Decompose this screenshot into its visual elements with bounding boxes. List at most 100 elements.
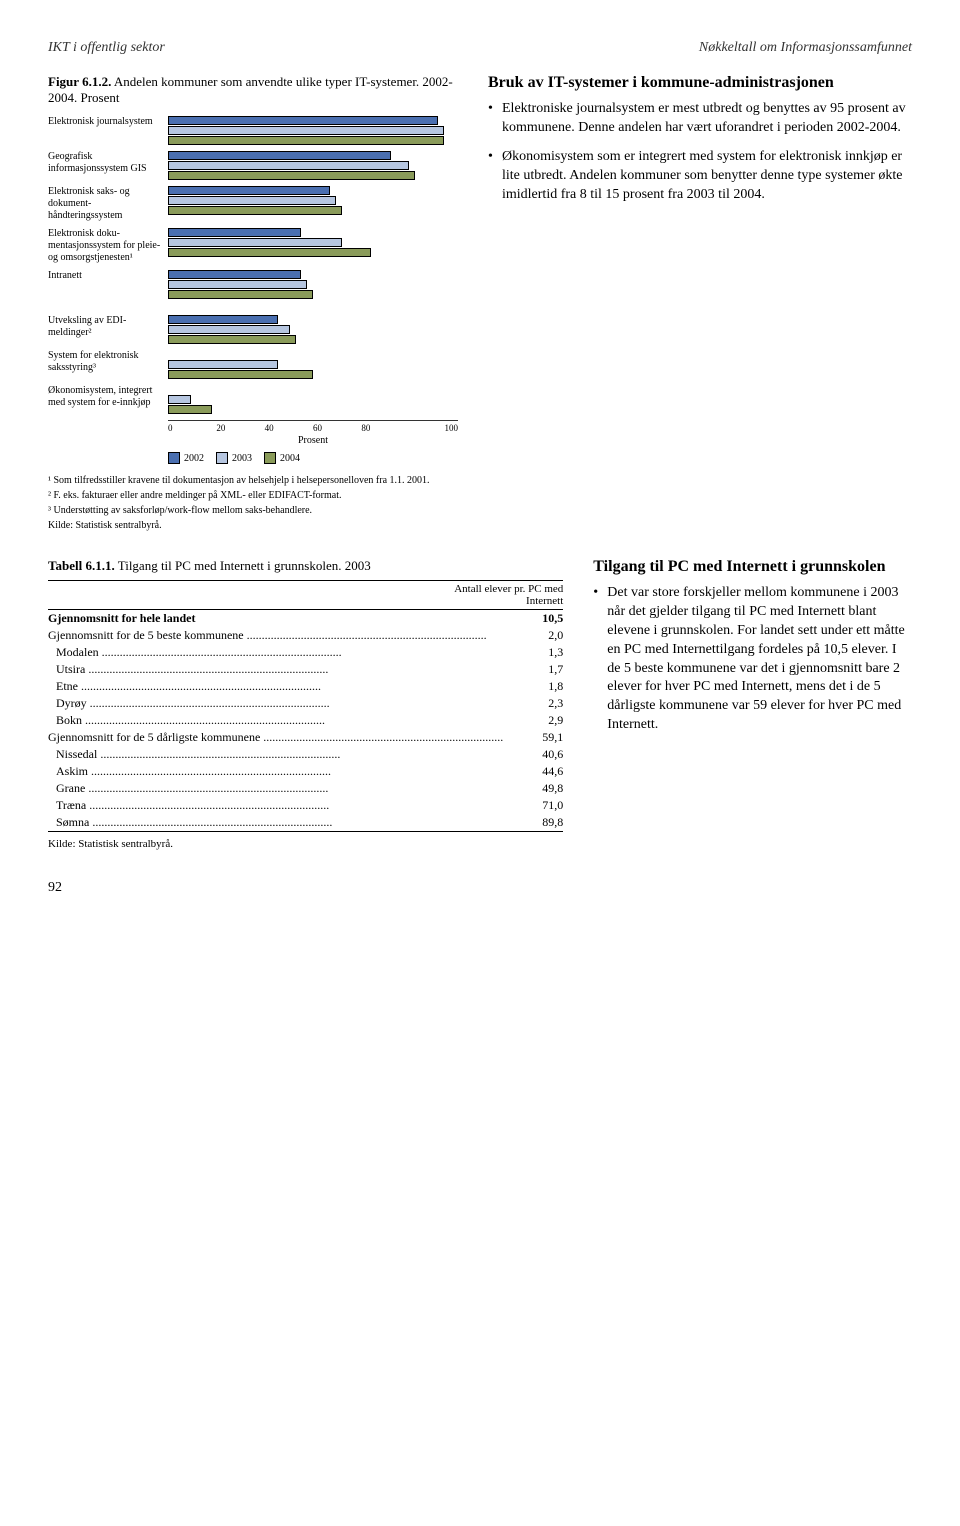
table-row-value: 1,7	[503, 662, 563, 677]
table-col-header: Antall elever pr. PC med Internett	[423, 583, 563, 607]
table-row-label: Modalen ................................…	[48, 645, 503, 660]
table-row-value: 40,6	[503, 747, 563, 762]
right-lower-title: Tilgang til PC med Internett i grunnskol…	[593, 558, 912, 576]
table-title-text: Tilgang til PC med Internett i grunnskol…	[118, 558, 371, 573]
chart-bar	[168, 126, 444, 135]
chart-bar	[168, 405, 212, 414]
table-row: Træna ..................................…	[48, 797, 563, 814]
chart-category-label: Geografisk informasjonssystem GIS	[48, 151, 168, 175]
figure-title-label: Figur 6.1.2.	[48, 74, 111, 89]
legend-label: 2004	[280, 453, 300, 464]
chart-bar	[168, 315, 278, 324]
table-row-value: 71,0	[503, 798, 563, 813]
right-upper-title: Bruk av IT-systemer i kommune-administra…	[488, 74, 912, 92]
axis-tick: 100	[410, 423, 458, 433]
table-row: Nissedal ...............................…	[48, 746, 563, 763]
table-row-label: Bokn ...................................…	[48, 713, 503, 728]
table-row-value: 2,3	[503, 696, 563, 711]
table-row: Sømna ..................................…	[48, 814, 563, 831]
chart-bar	[168, 370, 313, 379]
right-upper-bullets: Elektroniske journalsystem er mest utbre…	[488, 100, 912, 204]
table-row: Etne ...................................…	[48, 678, 563, 695]
bullet-item: Det var store forskjeller mellom kommune…	[593, 584, 912, 735]
table-row-label: Gjennomsnitt for de 5 dårligste kommunen…	[48, 730, 503, 745]
table-row-value: 2,0	[503, 628, 563, 643]
table-title: Tabell 6.1.1. Tilgang til PC med Interne…	[48, 558, 563, 574]
table-row: Bokn ...................................…	[48, 712, 563, 729]
table-row-value: 1,8	[503, 679, 563, 694]
legend-label: 2003	[232, 453, 252, 464]
table-row: Askim ..................................…	[48, 763, 563, 780]
chart-category-label: Elektronisk journalsystem	[48, 116, 168, 128]
axis-tick: 80	[361, 423, 409, 433]
legend-item: 2002	[168, 452, 204, 464]
chart-bar	[168, 280, 307, 289]
table-row-value: 89,8	[503, 815, 563, 830]
table-row: Dyrøy ..................................…	[48, 695, 563, 712]
footnote: ³ Understøtting av saksforløp/work-flow …	[48, 504, 458, 517]
chart-category-label: System for elektronisk saksstyring³	[48, 350, 168, 374]
footnote: Kilde: Statistisk sentralbyrå.	[48, 519, 458, 532]
table-row-value: 44,6	[503, 764, 563, 779]
table-row-label: Utsira .................................…	[48, 662, 503, 677]
chart-bar	[168, 161, 409, 170]
table-title-label: Tabell 6.1.1.	[48, 558, 115, 573]
legend-item: 2003	[216, 452, 252, 464]
chart-category-label: Intranett	[48, 270, 168, 282]
chart-bar	[168, 335, 296, 344]
x-axis-label: Prosent	[168, 435, 458, 446]
chart-bar	[168, 136, 444, 145]
chart-bar	[168, 116, 438, 125]
chart-bar	[168, 325, 290, 334]
figure-title: Figur 6.1.2. Andelen kommuner som anvend…	[48, 74, 458, 106]
table-row-label: Sømna ..................................…	[48, 815, 503, 830]
axis-tick: 60	[313, 423, 361, 433]
table-row-value: 2,9	[503, 713, 563, 728]
figure-footnotes: ¹ Som tilfredsstiller kravene til dokume…	[48, 474, 458, 532]
bullet-item: Elektroniske journalsystem er mest utbre…	[488, 100, 912, 138]
chart-category-label: Elektronisk doku-mentasjonssystem for pl…	[48, 228, 168, 264]
legend-swatch	[216, 452, 228, 464]
page-number: 92	[48, 880, 912, 896]
table-row-label: Askim ..................................…	[48, 764, 503, 779]
table-row: Modalen ................................…	[48, 644, 563, 661]
header-left: IKT i offentlig sektor	[48, 40, 165, 56]
chart-bar	[168, 206, 342, 215]
table-row-value: 1,3	[503, 645, 563, 660]
table-row-label: Etne ...................................…	[48, 679, 503, 694]
table-row-label: Træna ..................................…	[48, 798, 503, 813]
axis-tick: 20	[216, 423, 264, 433]
chart-category-label: Utveksling av EDI-meldinger²	[48, 315, 168, 339]
header-right: Nøkkeltall om Informasjonssamfunnet	[699, 40, 912, 56]
table-row: Gjennomsnitt for de 5 dårligste kommunen…	[48, 729, 563, 746]
chart-bar	[168, 290, 313, 299]
footnote: ² F. eks. fakturaer eller andre meldinge…	[48, 489, 458, 502]
chart-bar	[168, 171, 415, 180]
table-row-value: 49,8	[503, 781, 563, 796]
x-axis: 020406080100	[168, 420, 458, 433]
table-row: Utsira .................................…	[48, 661, 563, 678]
chart-bar	[168, 196, 336, 205]
chart-category-label: Elektronisk saks- og dokument-håndtering…	[48, 186, 168, 222]
right-lower-bullets: Det var store forskjeller mellom kommune…	[593, 584, 912, 735]
chart-bar	[168, 248, 371, 257]
chart-bar	[168, 360, 278, 369]
table-row-value: 10,5	[503, 611, 563, 626]
chart-legend: 2002 2003 2004	[168, 452, 458, 464]
table-row: Grane ..................................…	[48, 780, 563, 797]
chart-bar	[168, 151, 391, 160]
legend-label: 2002	[184, 453, 204, 464]
legend-swatch	[168, 452, 180, 464]
chart-bar	[168, 228, 301, 237]
table-row: Gjennomsnitt for de 5 beste kommunene ..…	[48, 627, 563, 644]
table-row: Gjennomsnitt for hele landet10,5	[48, 610, 563, 627]
table-row-label: Gjennomsnitt for de 5 beste kommunene ..…	[48, 628, 503, 643]
chart-bar	[168, 186, 330, 195]
table-row-label: Dyrøy ..................................…	[48, 696, 503, 711]
legend-swatch	[264, 452, 276, 464]
axis-tick: 0	[168, 423, 216, 433]
table-row-label: Grane ..................................…	[48, 781, 503, 796]
table-row-label: Gjennomsnitt for hele landet	[48, 611, 503, 626]
chart-bar	[168, 270, 301, 279]
legend-item: 2004	[264, 452, 300, 464]
